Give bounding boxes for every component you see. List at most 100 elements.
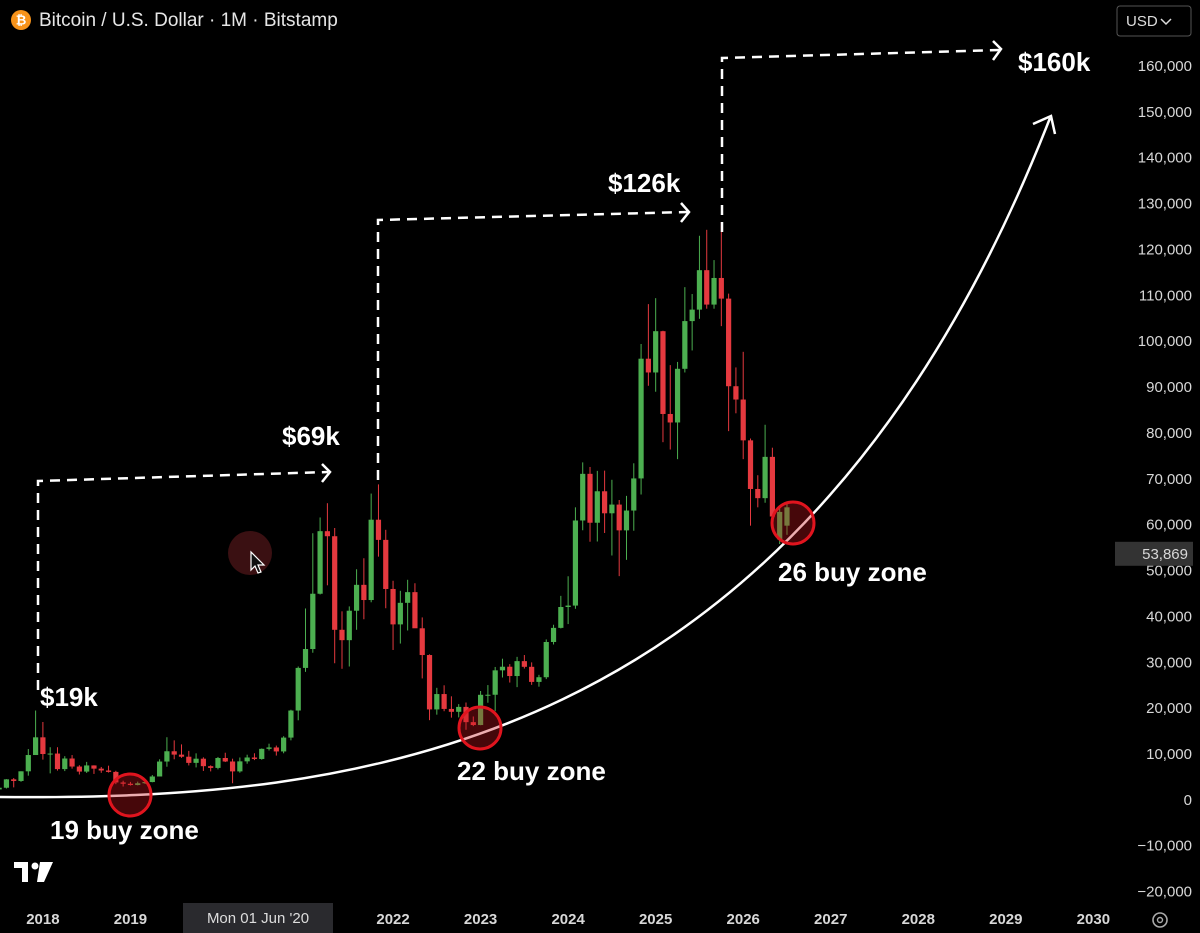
- y-tick-label: −20,000: [1137, 884, 1192, 901]
- y-tick-label: 120,000: [1138, 241, 1192, 258]
- y-tick-label: 40,000: [1146, 608, 1192, 625]
- buy-zone-circle: [770, 500, 816, 546]
- candle-body: [580, 473, 586, 521]
- candle-body: [47, 753, 53, 755]
- candle-body: [164, 751, 170, 762]
- x-tick-label: 2025: [639, 911, 672, 928]
- candle-body: [32, 737, 39, 756]
- y-tick-label: 90,000: [1146, 379, 1192, 396]
- candle-body: [609, 504, 615, 514]
- candle-body: [762, 456, 768, 499]
- candle-body: [594, 491, 600, 523]
- candle-body: [193, 758, 199, 763]
- candle-body: [696, 270, 703, 310]
- candle-body: [3, 779, 10, 788]
- x-tick-label: 2019: [114, 911, 147, 928]
- candle-body: [536, 677, 542, 682]
- candle-body: [332, 536, 338, 630]
- candle-body: [397, 602, 403, 625]
- candle-body: [113, 771, 119, 783]
- candle-body: [543, 641, 549, 678]
- last-price-box: [1115, 541, 1193, 566]
- bitcoin-icon: [11, 10, 31, 30]
- candle-body: [456, 706, 462, 712]
- candle-body: [623, 510, 630, 531]
- last-price-label: 53,869: [1142, 546, 1188, 563]
- candle-body: [631, 478, 637, 511]
- candle-body: [69, 758, 75, 767]
- candle-body: [288, 710, 294, 738]
- arrow-head: [680, 202, 691, 223]
- candle-body: [558, 607, 564, 628]
- candle-body: [674, 368, 681, 423]
- trend-curve: [0, 117, 1052, 799]
- y-tick-label: 130,000: [1138, 196, 1192, 213]
- candle-body: [499, 666, 506, 671]
- logo: [14, 862, 28, 882]
- candle-body: [383, 539, 389, 589]
- candle-body: [40, 737, 46, 755]
- candle-body: [726, 298, 732, 387]
- candle-body: [310, 593, 316, 650]
- candle-body: [281, 737, 287, 752]
- candle-body: [317, 531, 323, 594]
- candle-body: [229, 761, 236, 772]
- candle-body: [11, 779, 17, 781]
- candle-body: [222, 758, 228, 762]
- currency-button[interactable]: [1116, 5, 1192, 37]
- candle-body: [346, 610, 352, 641]
- candle-body: [251, 757, 258, 759]
- candle-body: [718, 277, 724, 299]
- y-tick-label: 10,000: [1146, 746, 1192, 763]
- candle-body: [353, 584, 360, 611]
- y-tick-label: 50,000: [1146, 563, 1192, 580]
- candle-body: [529, 666, 535, 682]
- currency-label[interactable]: USD: [1126, 13, 1158, 30]
- x-tick-label: 2027: [814, 911, 847, 928]
- candle-body: [645, 358, 651, 373]
- y-tick-label: −10,000: [1137, 838, 1192, 855]
- x-tick-label: 2030: [1077, 911, 1110, 928]
- candle-body: [127, 783, 134, 786]
- candle-body: [470, 722, 476, 726]
- candle-body: [769, 456, 775, 517]
- buy-zone-circle: [457, 705, 503, 751]
- crosshair-box: [183, 903, 333, 933]
- candle-body: [178, 754, 185, 757]
- candle-body: [171, 751, 177, 755]
- candle-body: [412, 592, 418, 629]
- y-tick-label: 80,000: [1146, 425, 1192, 442]
- annotation: 26 buy zone: [778, 557, 927, 587]
- y-tick-label: 60,000: [1146, 517, 1192, 534]
- candle-body: [244, 757, 250, 762]
- candle-body: [149, 776, 155, 783]
- x-tick-label: 2029: [989, 911, 1022, 928]
- candle-body: [361, 584, 367, 601]
- y-tick-label: 20,000: [1146, 700, 1192, 717]
- candle-body: [25, 755, 31, 772]
- candle-body: [777, 511, 783, 540]
- x-tick-label: 2018: [26, 911, 59, 928]
- candle-body: [616, 504, 622, 531]
- candle-body: [587, 473, 593, 523]
- y-tick-label: 110,000: [1139, 287, 1192, 304]
- candle-body: [784, 507, 790, 526]
- step-line: [720, 48, 1001, 232]
- candle-body: [135, 783, 141, 786]
- candle-body: [120, 782, 126, 784]
- candle-body: [390, 588, 396, 625]
- candle-body: [419, 628, 425, 656]
- settings-icon[interactable]: [1152, 912, 1168, 928]
- candle-body: [572, 520, 579, 606]
- settings-icon[interactable]: [1156, 916, 1164, 924]
- candle-body: [565, 605, 571, 608]
- candle-body: [339, 629, 345, 641]
- x-tick-label: 2028: [902, 911, 935, 928]
- annotation: $126k: [608, 168, 681, 198]
- annotation: $69k: [282, 421, 340, 451]
- candle-body: [638, 358, 644, 479]
- x-tick-label: 2022: [376, 911, 409, 928]
- candle-body: [324, 531, 330, 537]
- y-tick-label: 100,000: [1138, 333, 1192, 350]
- candle-body: [441, 694, 447, 709]
